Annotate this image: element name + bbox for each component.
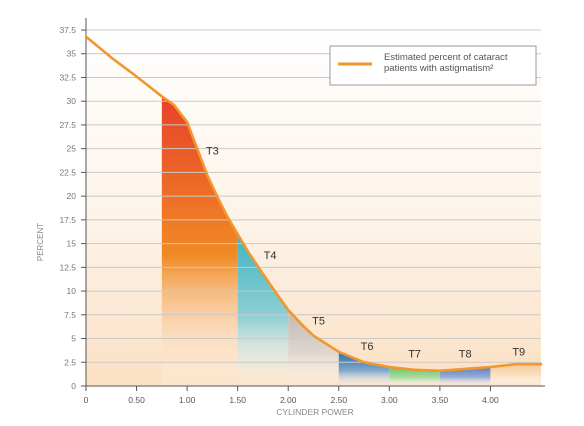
legend-label-line: Estimated percent of cataract (384, 52, 508, 63)
x-tick-label: 4.00 (482, 395, 499, 405)
x-tick-label: 3.50 (432, 395, 449, 405)
grid-layer: 0 2.5 5 7.5 10 12.5 15 17.5 20 22.5 25 27.5 30 32.5 35… (59, 25, 541, 391)
series-line (84, 35, 543, 373)
x-axis-label: CYLINDER POWER (276, 407, 353, 417)
y-tick-label: 0 (71, 381, 76, 391)
y-tick-label: 25 (67, 144, 77, 154)
region-label-t7: T7 (408, 349, 421, 361)
y-axis-label: PERCENT (36, 223, 45, 261)
x-tick-label: 3.00 (381, 395, 398, 405)
regions-layer (161, 96, 541, 386)
region-t3 (161, 96, 238, 386)
x-tick-label: 1.00 (179, 395, 196, 405)
region-label-t8: T8 (459, 349, 472, 361)
y-tick-label: 35 (67, 49, 77, 59)
region-t8 (439, 367, 491, 386)
line-layer (84, 35, 543, 373)
y-tick-label: 15 (67, 239, 77, 249)
x-tick-label: 0.50 (128, 395, 145, 405)
region-label-t9: T9 (512, 347, 525, 359)
region-t6 (338, 351, 390, 386)
y-tick-label: 20 (67, 191, 77, 201)
region-t9 (490, 364, 541, 386)
region-t4 (237, 234, 289, 386)
y-tick-label: 17.5 (59, 215, 76, 225)
y-tick-label: 30 (67, 96, 77, 106)
axes-layer: 0 0.50 1.00 1.50 2.00 2.50 3.00 3.50 4.00 (81, 18, 545, 405)
y-tick-label: 7.5 (64, 310, 76, 320)
y-tick-label: 5 (71, 334, 76, 344)
region-labels-layer: T3 T4 T5 T6 T7 T8 T9 (206, 145, 525, 360)
legend-label-line: patients with astigmatism² (384, 63, 493, 74)
y-tick-label: 12.5 (59, 262, 76, 272)
x-tick-label: 2.00 (280, 395, 297, 405)
region-label-t4: T4 (264, 250, 277, 262)
region-t7 (389, 367, 440, 386)
region-t5 (288, 310, 339, 386)
x-tick-label: 1.50 (229, 395, 246, 405)
region-label-t6: T6 (361, 341, 374, 353)
legend-label: Estimated percent of cataract patients wi… (384, 52, 508, 74)
y-tick-label: 37.5 (59, 25, 76, 35)
y-tick-label: 2.5 (64, 357, 76, 367)
y-tick-label: 27.5 (59, 120, 76, 130)
y-tick-label: 10 (67, 286, 77, 296)
legend: Estimated percent of cataract patients wi… (329, 45, 537, 86)
region-label-t3: T3 (206, 145, 219, 157)
y-tick-label: 22.5 (59, 167, 76, 177)
x-tick-label: 0 (84, 395, 89, 405)
x-tick-label: 2.50 (331, 395, 348, 405)
region-label-t5: T5 (312, 315, 325, 327)
y-tick-label: 32.5 (59, 72, 76, 82)
